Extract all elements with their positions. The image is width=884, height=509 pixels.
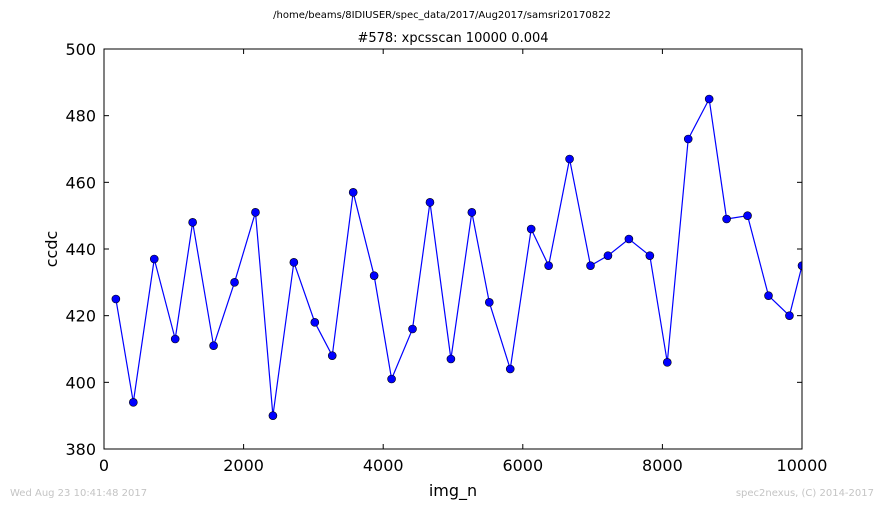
data-point bbox=[586, 261, 595, 270]
y-tick-label: 500 bbox=[65, 40, 96, 59]
data-point bbox=[209, 341, 218, 350]
x-tick-label: 2000 bbox=[223, 456, 264, 475]
data-point bbox=[565, 154, 574, 164]
data-point bbox=[425, 198, 435, 207]
data-point bbox=[743, 211, 752, 220]
data-point bbox=[387, 374, 396, 384]
y-tick-label: 460 bbox=[65, 173, 96, 192]
x-axis-label: img_n bbox=[429, 481, 477, 501]
data-point bbox=[446, 354, 456, 364]
data-point bbox=[704, 94, 714, 104]
x-tick-label: 4000 bbox=[363, 456, 404, 475]
footer-timestamp: Wed Aug 23 10:41:48 2017 bbox=[10, 488, 148, 499]
series-line bbox=[115, 97, 802, 416]
plot-background bbox=[104, 49, 802, 449]
data-point bbox=[149, 254, 159, 264]
y-tick-label: 380 bbox=[65, 440, 96, 459]
data-point bbox=[645, 251, 655, 260]
data-point bbox=[369, 271, 379, 280]
data-point bbox=[467, 208, 477, 217]
data-point bbox=[251, 208, 260, 217]
chart-title: #578: xpcsscan 10000 0.004 bbox=[357, 31, 549, 46]
y-tick-label: 480 bbox=[65, 107, 96, 126]
data-point bbox=[111, 294, 121, 304]
data-point bbox=[764, 291, 773, 300]
series-group bbox=[111, 94, 802, 420]
x-tick-label: 0 bbox=[99, 456, 109, 475]
data-point bbox=[722, 214, 731, 224]
data-point bbox=[268, 411, 278, 420]
series-layer bbox=[111, 94, 802, 420]
y-tick-label: 440 bbox=[65, 240, 96, 259]
data-point bbox=[408, 324, 417, 334]
data-point bbox=[310, 318, 320, 327]
figure-suptitle: /home/beams/8IDIUSER/spec_data/2017/Aug2… bbox=[273, 10, 611, 21]
data-point bbox=[188, 218, 197, 227]
data-point bbox=[327, 351, 337, 360]
data-point bbox=[526, 224, 536, 234]
plot-area bbox=[104, 49, 802, 449]
data-point bbox=[170, 334, 180, 344]
axes-layer: 0 2000 4000 6000 8000 10000 380 400 420 440 460 480… bbox=[65, 40, 827, 475]
data-point bbox=[683, 134, 693, 144]
data-point bbox=[230, 278, 239, 287]
data-point bbox=[289, 258, 299, 267]
data-point bbox=[785, 311, 794, 320]
data-point bbox=[348, 188, 358, 197]
data-point bbox=[603, 251, 613, 260]
data-point bbox=[662, 358, 672, 367]
data-point bbox=[129, 398, 138, 407]
x-tick-label: 10000 bbox=[777, 456, 828, 475]
data-point bbox=[544, 261, 553, 270]
y-axis-label: ccdc bbox=[42, 231, 61, 268]
x-tick-label: 6000 bbox=[502, 456, 543, 475]
y-tick-label: 420 bbox=[65, 307, 96, 326]
data-point bbox=[797, 261, 802, 270]
y-tick-label: 400 bbox=[65, 373, 96, 392]
data-point bbox=[484, 298, 494, 307]
data-point bbox=[505, 364, 515, 374]
footer-credit: spec2nexus, (C) 2014-2017 bbox=[735, 488, 874, 499]
data-point bbox=[624, 234, 634, 244]
x-tick-label: 8000 bbox=[642, 456, 683, 475]
